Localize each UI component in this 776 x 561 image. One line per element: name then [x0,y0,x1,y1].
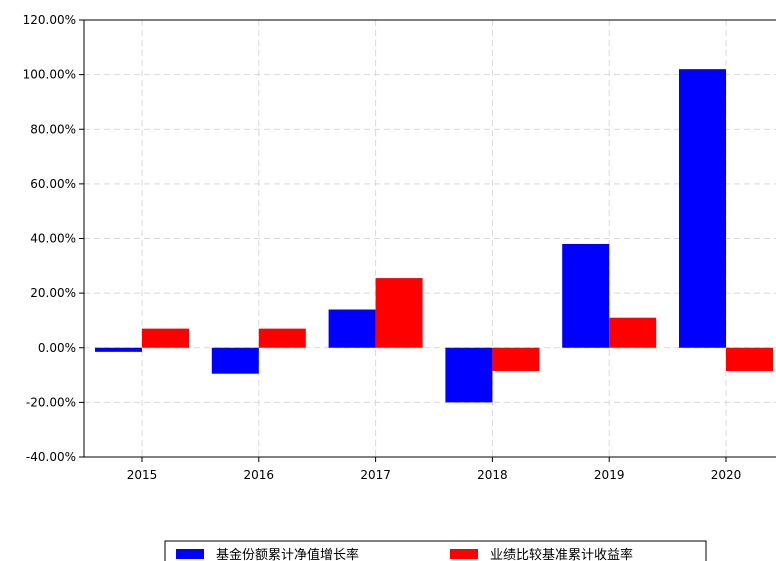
legend: 基金份额累计净值增长率 业绩比较基准累计收益率 [164,540,707,561]
x-tick-label: 2017 [360,468,391,482]
x-tick-label: 2019 [594,468,625,482]
y-tick-label: -40.00% [26,450,76,464]
bar-series-1-2018 [445,347,493,403]
bars [95,69,773,403]
grid-lines [84,19,776,458]
bar-series-1-2019 [562,243,610,348]
bar-series-2-2019 [609,317,657,348]
bar-series-2-2017 [375,278,423,348]
legend-swatch-series-1 [176,549,204,559]
y-tick-label: 80.00% [30,122,76,136]
legend-frame [164,540,707,561]
y-tick-label: 20.00% [30,286,76,300]
bar-series-2-2016 [258,328,306,348]
y-tick-label: -20.00% [26,395,76,409]
y-axis-ticks: 120.00% 100.00% 80.00% 60.00% 40.00% 20.00% 0.… [23,13,84,464]
x-tick-label: 2015 [127,468,158,482]
bar-series-1-2020 [679,69,726,348]
bar-series-2-2020 [726,347,773,371]
y-tick-label: 60.00% [30,177,76,191]
y-tick-label: 100.00% [23,68,76,82]
bar-series-1-2017 [328,309,376,348]
legend-label-series-1: 基金份额累计净值增长率 [216,547,359,561]
bar-series-2-2015 [142,328,189,348]
x-tick-label: 2020 [711,468,742,482]
x-tick-label: 2018 [477,468,508,482]
y-tick-label: 120.00% [23,13,76,27]
legend-label-series-2: 业绩比较基准累计收益率 [490,547,633,561]
legend-swatch-series-2 [450,549,478,559]
bar-series-1-2016 [211,347,259,374]
bar-series-2-2018 [492,347,540,371]
x-tick-label: 2016 [244,468,275,482]
y-tick-label: 0.00% [38,341,76,355]
x-axis-ticks: 2015 2016 2017 2018 2019 2020 [127,457,742,482]
bar-series-1-2015 [95,347,142,352]
y-tick-label: 40.00% [30,232,76,246]
